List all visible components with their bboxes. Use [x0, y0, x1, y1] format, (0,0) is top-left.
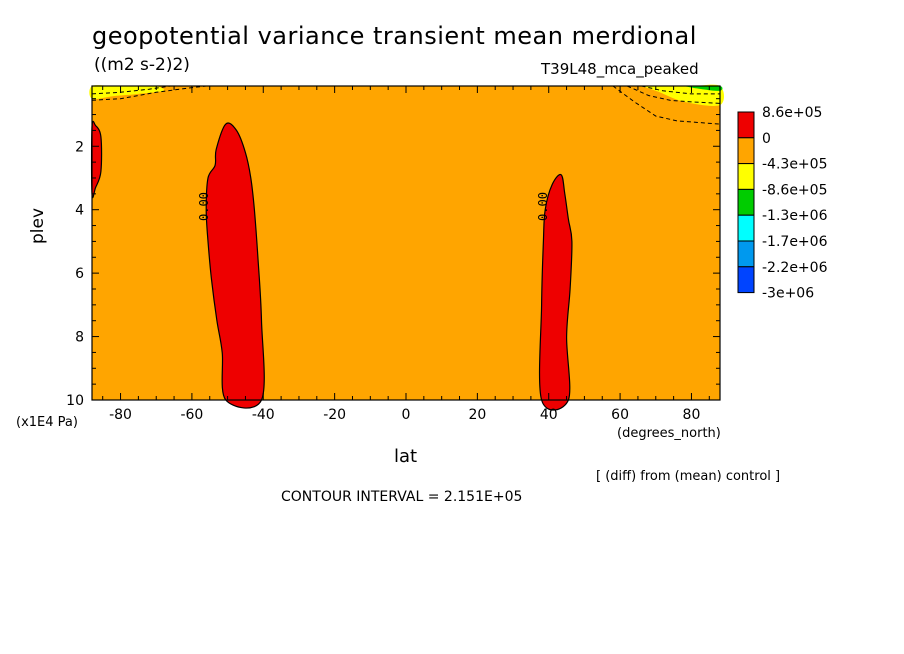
dashed-contour-1 — [91, 85, 207, 101]
contour-label: 0.00 — [536, 192, 550, 221]
x-tick-label: 60 — [611, 407, 629, 423]
colorbar-label: -1.7e+06 — [762, 234, 828, 250]
x-tick-label: -60 — [180, 407, 203, 423]
y-tick-label: 8 — [75, 330, 84, 346]
colorbar-label: -3e+06 — [762, 286, 814, 302]
colorbar-swatch — [737, 188, 755, 216]
x-tick-label: -40 — [252, 407, 275, 423]
dashed-contour-3 — [612, 85, 721, 125]
chart-units: ((m2 s-2)2) — [94, 55, 190, 75]
negative-anomaly-top-north — [620, 84, 725, 106]
x-tick-label: 0 — [402, 407, 411, 423]
colorbar-label: 8.6e+05 — [762, 105, 822, 121]
plot-area — [89, 84, 725, 411]
contour-label: 0.00 — [197, 192, 211, 221]
x-tick-label: 80 — [683, 407, 701, 423]
colorbar-swatch — [737, 137, 755, 165]
colorbar-swatch — [737, 163, 755, 190]
contour-labels: 0.00 0.00 — [197, 192, 550, 221]
colorbar-label: -4.3e+05 — [762, 157, 827, 173]
colorbar-swatch — [737, 266, 755, 294]
dashed-contour-5 — [641, 85, 720, 95]
colorbar-label: -8.6e+05 — [762, 182, 827, 198]
x-axis: -80 -60 -40 -20 0 20 40 60 80 — [102, 86, 710, 423]
chart-title: geopotential variance transient mean mer… — [92, 22, 697, 50]
colorbar-swatch — [737, 240, 755, 268]
y-tick-label: 6 — [75, 266, 84, 282]
negative-anomaly-top-north-strong — [684, 85, 723, 91]
positive-anomaly-northern-midlat — [538, 173, 573, 411]
dashed-contours — [91, 85, 721, 125]
negative-anomaly-top-south — [89, 85, 165, 100]
x-tick-label: 40 — [540, 407, 558, 423]
y-axis-units: (x1E4 Pa) — [16, 415, 78, 430]
colorbar-label: -2.2e+06 — [762, 260, 828, 276]
y-axis: 2 4 6 8 10 — [66, 98, 720, 409]
contour-interval: CONTOUR INTERVAL = 2.151E+05 — [281, 489, 523, 505]
colorbar-label: -1.3e+06 — [762, 208, 828, 224]
x-axis-units: (degrees_north) — [617, 426, 721, 441]
x-tick-label: 20 — [468, 407, 486, 423]
plot-background — [92, 86, 720, 400]
y-tick-label: 4 — [75, 203, 84, 219]
dashed-contour-4 — [626, 85, 721, 104]
y-tick-label: 2 — [75, 139, 84, 155]
colorbar-swatch — [737, 214, 755, 242]
run-name: T39L48_mca_peaked — [541, 60, 699, 78]
colorbar-swatch — [737, 111, 755, 139]
x-tick-label: -20 — [323, 407, 346, 423]
colorbar: 8.6e+05 0 -4.3e+05 -8.6e+05 -1.3e+06 -1.7e+06… — [737, 105, 828, 302]
x-axis-label: lat — [394, 446, 418, 467]
y-axis-label: plev — [28, 207, 48, 244]
comparison-note: [ (diff) from (mean) control ] — [596, 469, 781, 484]
positive-anomaly-southern-midlat — [205, 122, 265, 409]
colorbar-label: 0 — [762, 131, 771, 147]
x-tick-label: -80 — [109, 407, 132, 423]
y-tick-label: 10 — [66, 393, 84, 409]
dashed-contour-2 — [91, 85, 171, 95]
